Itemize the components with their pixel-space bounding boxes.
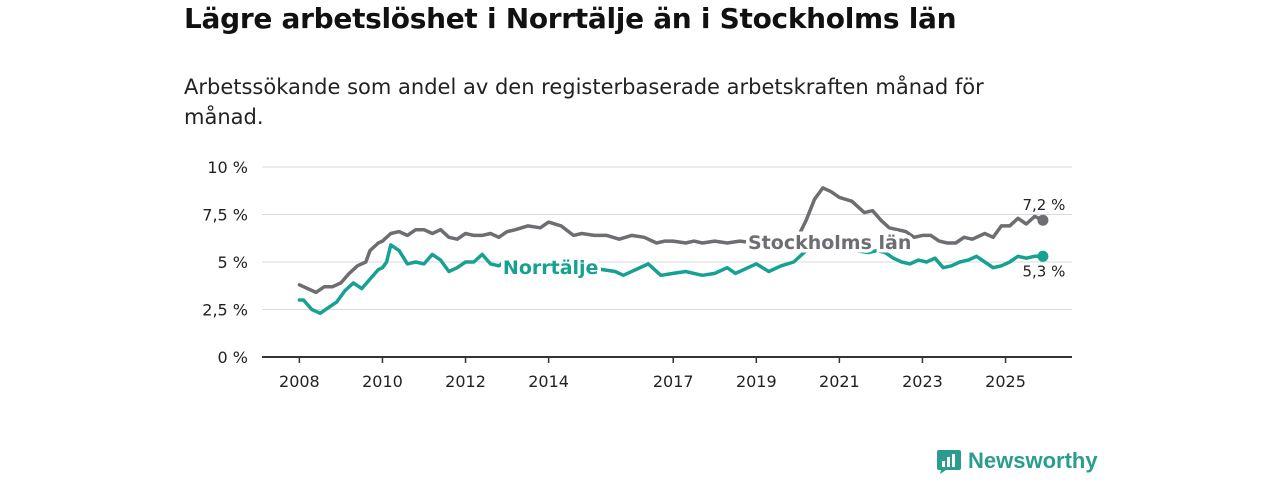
series-line-norrtalje: [297, 239, 1045, 316]
x-tick-label: 2025: [985, 372, 1026, 391]
end-label-stockholm: 7,2 %: [1022, 196, 1065, 214]
series-line-stockholm: [297, 186, 1045, 295]
y-tick-label: 7,5 %: [202, 206, 248, 225]
x-tick-label: 2014: [528, 372, 569, 391]
end-point-stockholm: [1037, 214, 1049, 226]
series-label-stockholm: Stockholms län: [748, 232, 911, 254]
y-tick-label: 2,5 %: [202, 301, 248, 320]
chart-subtitle: Arbetssökande som andel av den registerb…: [184, 75, 984, 129]
chart-title: Lägre arbetslöshet i Norrtälje än i Stoc…: [184, 2, 957, 35]
x-tick-label: 2023: [902, 372, 943, 391]
brand-logo: Newsworthy: [936, 448, 1098, 474]
series-label-norrtalje: Norrtälje: [503, 257, 599, 279]
x-tick-label: 2017: [653, 372, 694, 391]
y-tick-label: 0 %: [218, 348, 248, 367]
y-tick-label: 5 %: [218, 253, 248, 272]
x-tick-label: 2008: [279, 372, 320, 391]
y-tick-label: 10 %: [207, 158, 248, 177]
x-tick-label: 2019: [736, 372, 777, 391]
x-tick-label: 2012: [445, 372, 486, 391]
x-tick-label: 2021: [819, 372, 860, 391]
brand-name: Newsworthy: [968, 448, 1098, 473]
newsworthy-logo-icon: [937, 450, 961, 474]
end-point-norrtalje: [1037, 250, 1049, 262]
end-label-norrtalje: 5,3 %: [1022, 262, 1065, 280]
x-tick-label: 2010: [362, 372, 403, 391]
